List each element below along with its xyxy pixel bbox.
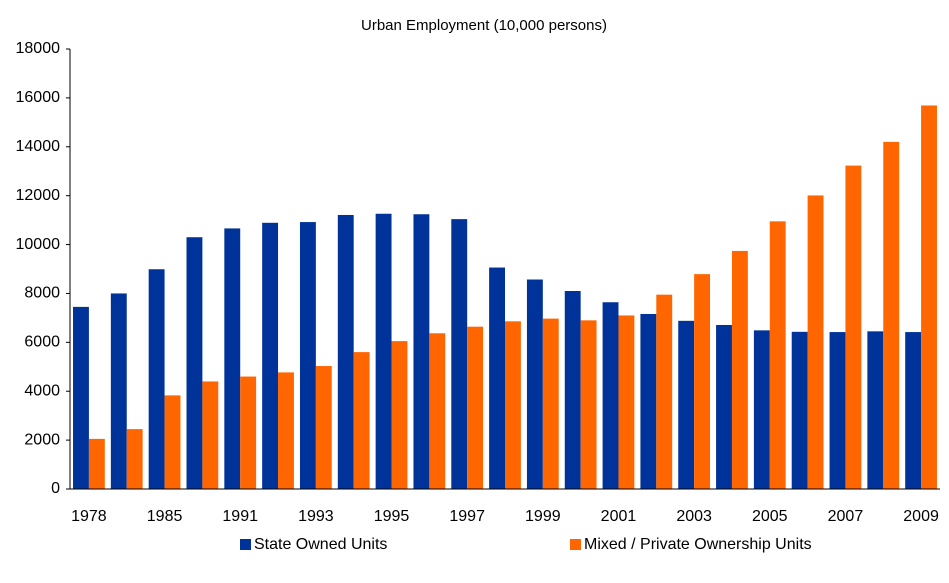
- bar: [602, 302, 619, 489]
- bar: [202, 381, 219, 489]
- bar: [278, 372, 294, 489]
- bar: [678, 320, 695, 489]
- bar: [542, 318, 559, 489]
- bar: [526, 279, 543, 489]
- bar: [753, 330, 770, 489]
- y-tick-label: 14000: [16, 138, 61, 155]
- bar: [467, 326, 484, 489]
- bar: [580, 320, 597, 489]
- bar: [375, 213, 392, 489]
- bar: [791, 331, 808, 489]
- x-tick-label: 2007: [828, 508, 864, 525]
- y-tick-label: 2000: [24, 431, 60, 448]
- bar: [164, 395, 181, 489]
- bar: [88, 438, 105, 489]
- bar: [694, 274, 711, 489]
- x-tick-label: 2009: [903, 508, 939, 525]
- bar: [262, 222, 279, 490]
- bar: [564, 291, 581, 489]
- y-tick-label: 16000: [16, 89, 61, 106]
- bar: [845, 165, 862, 489]
- x-tick-label: 1993: [298, 508, 334, 525]
- bar: [505, 321, 521, 489]
- bar: [110, 293, 127, 489]
- x-tick-label: 1978: [71, 508, 107, 525]
- y-tick-label: 0: [51, 480, 60, 497]
- bar: [921, 105, 937, 489]
- bar: [224, 228, 241, 489]
- legend-label: State Owned Units: [254, 536, 387, 553]
- bar: [413, 214, 430, 489]
- y-tick-label: 18000: [16, 40, 61, 57]
- bar: [337, 214, 354, 489]
- y-tick-label: 8000: [24, 285, 60, 302]
- legend-label: Mixed / Private Ownership Units: [584, 536, 812, 553]
- bar: [240, 376, 257, 489]
- bar: [731, 250, 748, 489]
- bar: [829, 332, 846, 489]
- bar: [883, 141, 900, 489]
- bar: [429, 333, 446, 489]
- bar: [73, 306, 89, 489]
- bar: [656, 294, 673, 489]
- bar: [618, 315, 635, 489]
- x-tick-label: 1999: [525, 508, 561, 525]
- bar: [353, 352, 370, 489]
- bar: [451, 219, 468, 489]
- bar: [905, 332, 922, 489]
- y-tick-label: 10000: [16, 236, 61, 253]
- x-tick-label: 2001: [601, 508, 637, 525]
- x-tick-label: 1995: [374, 508, 410, 525]
- bar: [867, 331, 884, 489]
- y-tick-label: 4000: [24, 382, 60, 399]
- x-tick-label: 1985: [147, 508, 183, 525]
- chart-title: Urban Employment (10,000 persons): [361, 17, 607, 34]
- y-tick-label: 6000: [24, 334, 60, 351]
- x-tick-label: 1991: [222, 508, 258, 525]
- y-tick-label: 12000: [16, 187, 61, 204]
- bar: [299, 222, 316, 490]
- bar: [391, 341, 408, 489]
- x-tick-label: 2005: [752, 508, 788, 525]
- bar: [489, 267, 505, 489]
- bar: [769, 221, 786, 490]
- legend-swatch: [240, 539, 251, 550]
- x-tick-label: 1997: [449, 508, 485, 525]
- x-tick-label: 2003: [676, 508, 712, 525]
- bar: [148, 269, 165, 489]
- bar: [640, 313, 657, 489]
- bar: [807, 195, 824, 489]
- legend-swatch: [570, 539, 581, 550]
- bar: [716, 324, 732, 489]
- bar: [126, 429, 143, 489]
- bar: [186, 237, 203, 489]
- bar: [315, 366, 332, 489]
